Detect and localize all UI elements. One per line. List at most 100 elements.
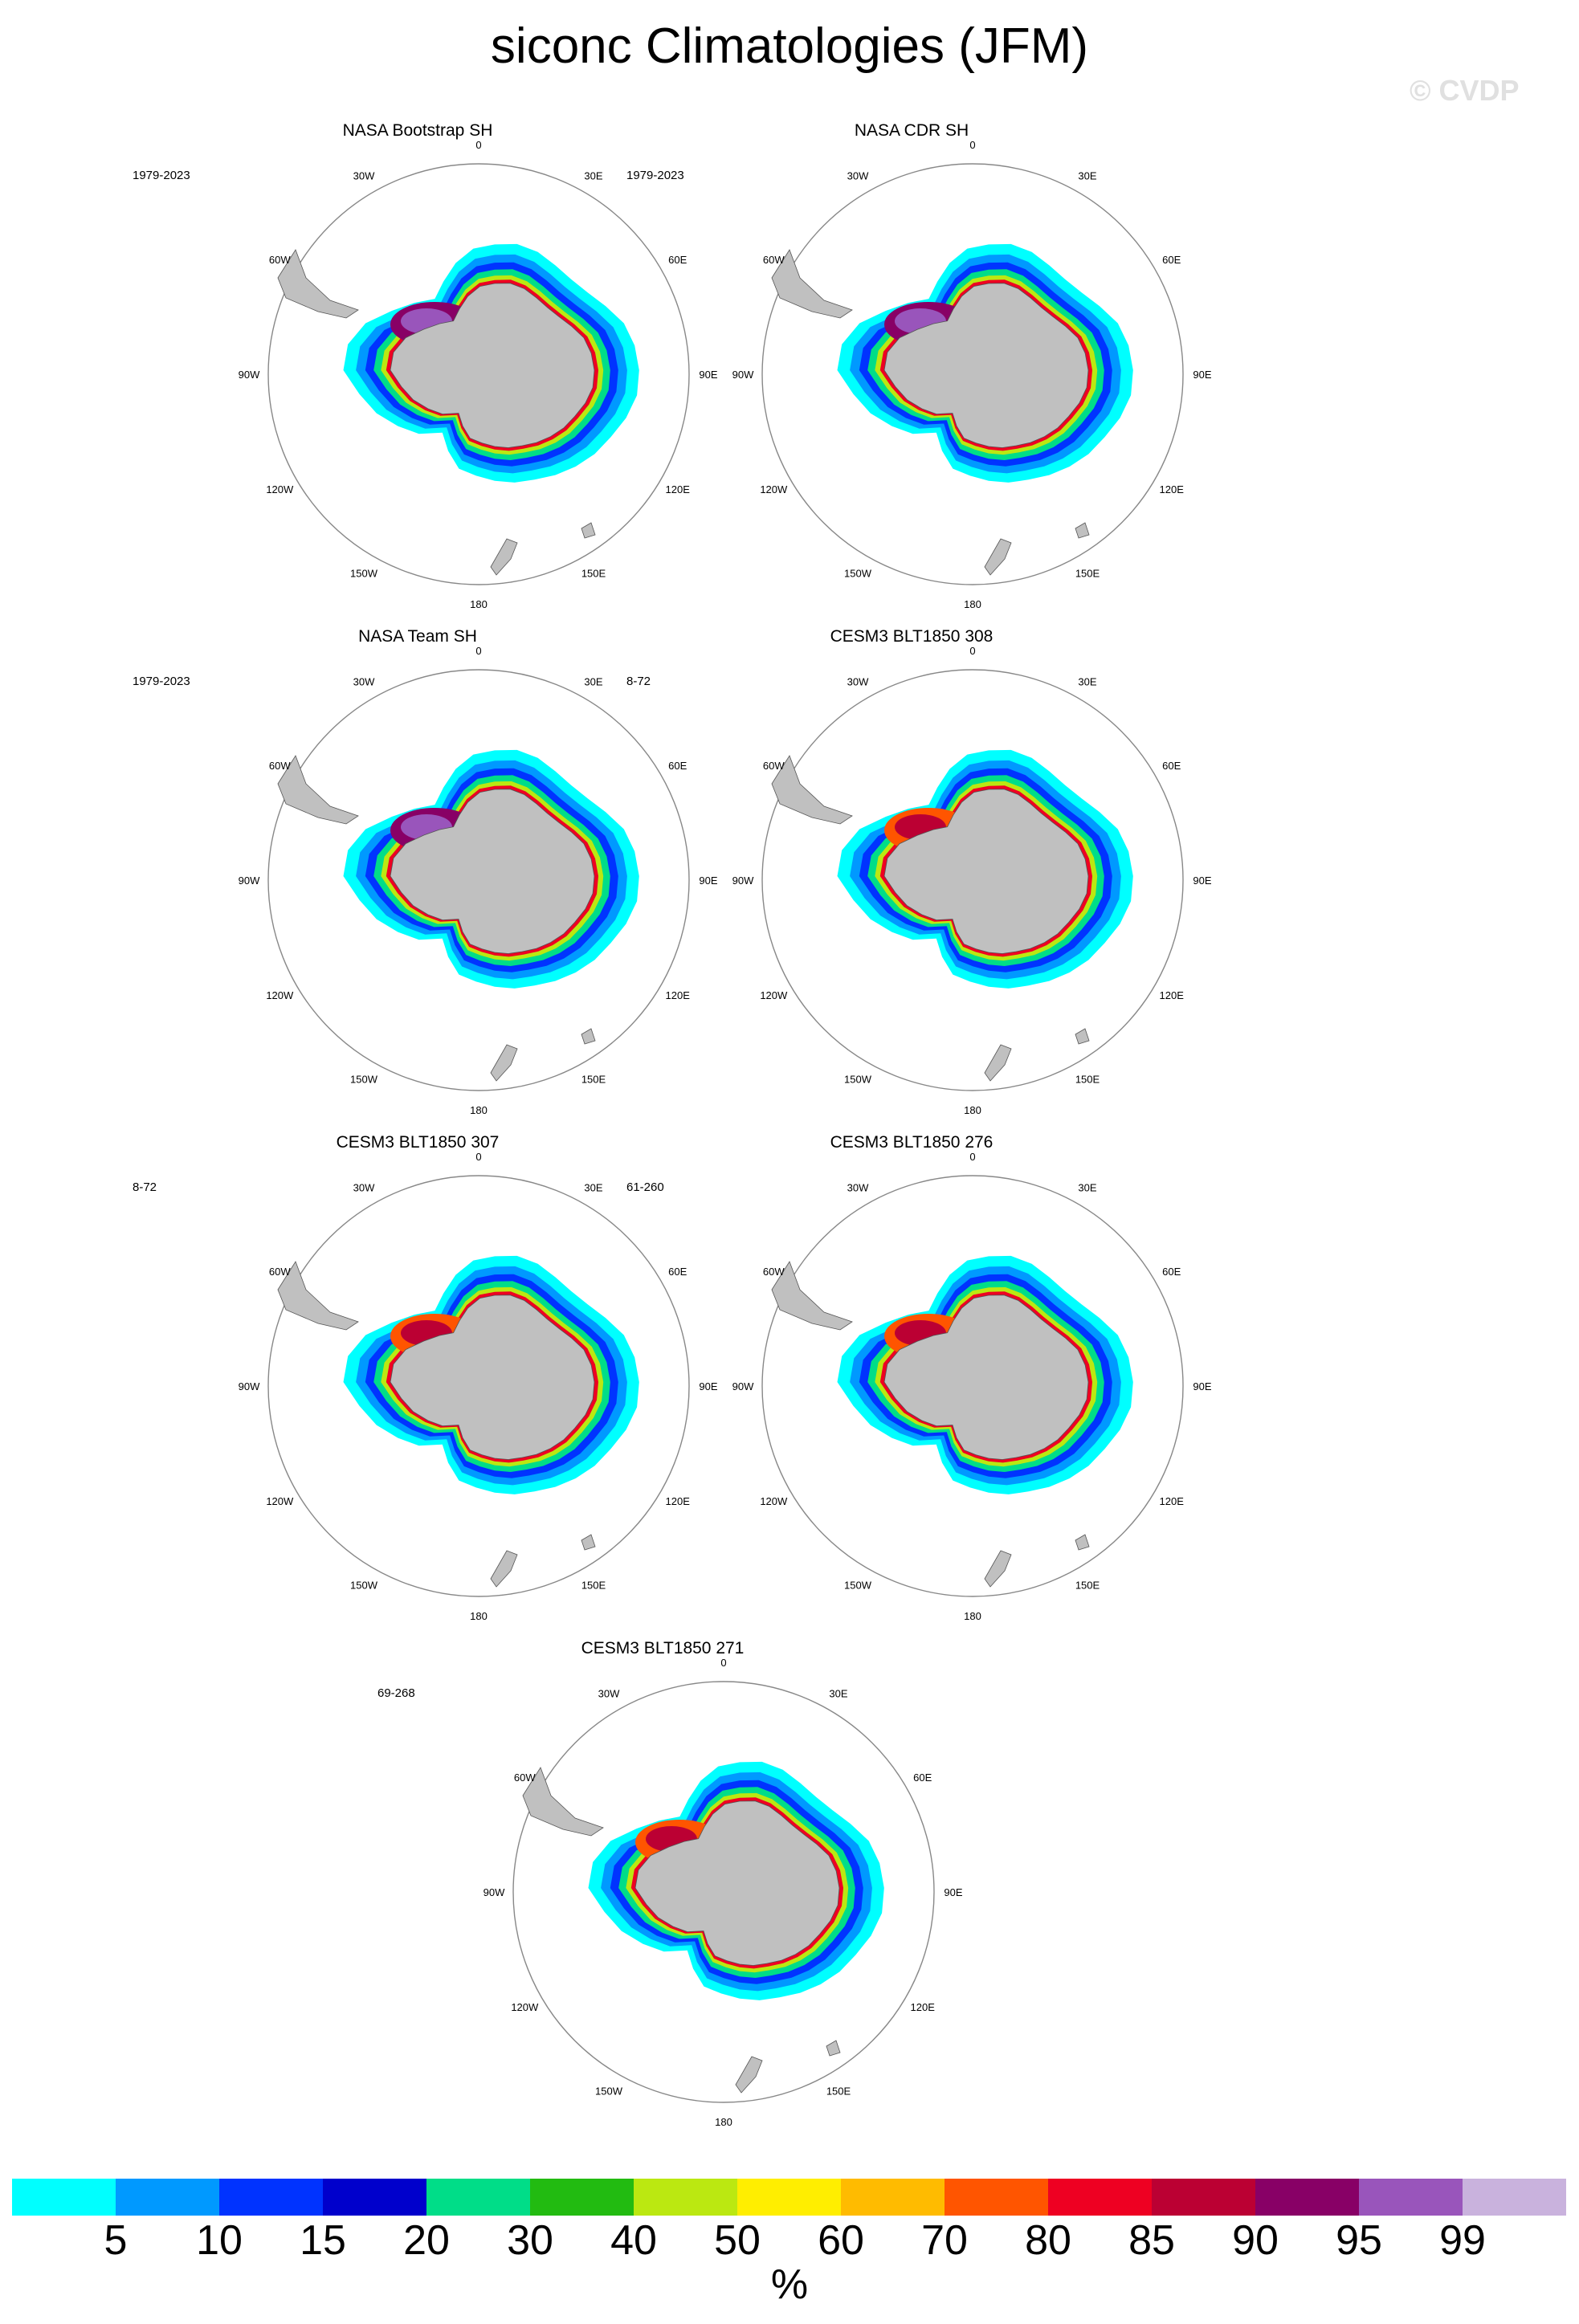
map-panel: NASA Team SH 1979-2023 0 30E 60E 90E 120E 150E 1…: [64, 618, 771, 1120]
longitude-label: 150W: [350, 568, 378, 580]
colorbar-swatch: [945, 2179, 1048, 2216]
colorbar-swatch: [1359, 2179, 1463, 2216]
longitude-label: 90W: [732, 875, 754, 887]
longitude-label: 120E: [666, 989, 691, 1001]
colorbar-swatch: [323, 2179, 426, 2216]
longitude-label: 120W: [266, 989, 294, 1001]
longitude-label: 150E: [581, 568, 606, 580]
colorbar-tick-label: 30: [507, 2217, 553, 2264]
colorbar-tick-label: 40: [610, 2217, 657, 2264]
longitude-label: 30E: [1078, 169, 1096, 181]
longitude-label: 90E: [1193, 875, 1211, 887]
panel-title: CESM3 BLT1850 271: [581, 1639, 745, 1657]
antarctica-landmass: [883, 283, 1089, 448]
panel-period: 69-268: [377, 1686, 415, 1700]
longitude-label: 60W: [763, 254, 785, 266]
colorbar-tick-label: 60: [818, 2217, 864, 2264]
longitude-label: 120W: [266, 1495, 294, 1507]
longitude-label: 60E: [668, 254, 687, 266]
tasmania-landmass: [581, 1028, 596, 1045]
colorbar-swatch: [1152, 2179, 1255, 2216]
longitude-label: 90E: [1193, 1380, 1211, 1392]
antarctica-landmass: [634, 1800, 840, 1966]
colorbar-swatch: [1048, 2179, 1152, 2216]
antarctica-landmass: [390, 283, 595, 448]
longitude-label: 180: [470, 598, 488, 610]
longitude-label: 180: [964, 1610, 981, 1622]
longitude-label: 120E: [1160, 989, 1185, 1001]
longitude-label: 120W: [511, 2001, 539, 2013]
longitude-label: 30E: [829, 1687, 847, 1699]
panel-period: 1979-2023: [133, 675, 190, 688]
longitude-label: 90W: [239, 1380, 260, 1392]
longitude-label: 60E: [1162, 1266, 1181, 1278]
tasmania-landmass: [1075, 1028, 1090, 1045]
cvdp-watermark: © CVDP: [1410, 74, 1520, 107]
tasmania-landmass: [1075, 1534, 1090, 1551]
longitude-label: 150E: [1075, 1580, 1100, 1592]
longitude-label: 120E: [1160, 1495, 1185, 1507]
south-america-landmass: [771, 755, 853, 825]
new-zealand-landmass: [984, 1044, 1012, 1082]
colorbar-swatch: [737, 2179, 841, 2216]
longitude-label: 150E: [1075, 568, 1100, 580]
colorbar-tick-label: 20: [403, 2217, 450, 2264]
panel-period: 1979-2023: [626, 169, 684, 182]
south-america-landmass: [522, 1767, 604, 1837]
colorbar-tick-label: 90: [1232, 2217, 1279, 2264]
longitude-label: 0: [969, 1151, 975, 1163]
colorbar: [12, 2179, 1566, 2216]
colorbar-swatch: [426, 2179, 530, 2216]
longitude-label: 120W: [760, 989, 788, 1001]
colorbar-swatch: [1463, 2179, 1566, 2216]
new-zealand-landmass: [490, 538, 518, 576]
longitude-label: 180: [715, 2116, 732, 2128]
new-zealand-landmass: [735, 2056, 763, 2094]
longitude-label: 150W: [350, 1074, 378, 1086]
tasmania-landmass: [1075, 522, 1090, 539]
longitude-label: 60E: [668, 760, 687, 772]
longitude-label: 150W: [595, 2085, 623, 2098]
colorbar-tick-label: 99: [1439, 2217, 1486, 2264]
polar-map: 0 30E 60E 90E 120E 150E 180 150W 120W 90W 60W 30W: [239, 139, 718, 610]
new-zealand-landmass: [984, 538, 1012, 576]
panel-title: CESM3 BLT1850 307: [336, 1133, 500, 1152]
longitude-label: 150W: [844, 1580, 872, 1592]
longitude-label: 150E: [581, 1580, 606, 1592]
longitude-label: 150W: [350, 1580, 378, 1592]
longitude-label: 30W: [847, 675, 869, 687]
longitude-label: 30W: [847, 169, 869, 181]
longitude-label: 60E: [1162, 760, 1181, 772]
longitude-label: 90E: [1193, 369, 1211, 381]
colorbar-tick-label: 80: [1025, 2217, 1071, 2264]
longitude-label: 150W: [844, 1074, 872, 1086]
south-america-landmass: [277, 249, 359, 319]
colorbar-tick-label: 15: [300, 2217, 346, 2264]
panel-title: NASA Bootstrap SH: [342, 121, 493, 140]
longitude-label: 0: [475, 645, 481, 657]
colorbar-tick-label: 5: [104, 2217, 128, 2264]
colorbar-swatch: [116, 2179, 219, 2216]
longitude-label: 90E: [699, 369, 717, 381]
panel-period: 61-260: [626, 1180, 664, 1194]
longitude-label: 30W: [353, 169, 375, 181]
longitude-label: 150W: [844, 568, 872, 580]
longitude-label: 60E: [913, 1772, 932, 1784]
map-panel: CESM3 BLT1850 271 69-268 0 30E 60E 90E 120E 150…: [309, 1630, 1016, 2132]
longitude-label: 0: [475, 139, 481, 151]
panel-title: NASA Team SH: [358, 627, 477, 646]
longitude-label: 60E: [1162, 254, 1181, 266]
longitude-label: 30W: [847, 1181, 869, 1193]
colorbar-swatch: [530, 2179, 634, 2216]
colorbar-tick-label: 50: [714, 2217, 761, 2264]
longitude-label: 30E: [1078, 1181, 1096, 1193]
longitude-label: 90E: [944, 1886, 962, 1898]
longitude-label: 90W: [732, 1380, 754, 1392]
longitude-label: 150E: [1075, 1074, 1100, 1086]
antarctica-landmass: [390, 789, 595, 954]
longitude-label: 30W: [353, 675, 375, 687]
longitude-label: 180: [964, 1104, 981, 1116]
longitude-label: 150E: [581, 1074, 606, 1086]
polar-map: 0 30E 60E 90E 120E 150E 180 150W 120W 90W 60W 30W: [239, 645, 718, 1116]
longitude-label: 120W: [266, 483, 294, 495]
